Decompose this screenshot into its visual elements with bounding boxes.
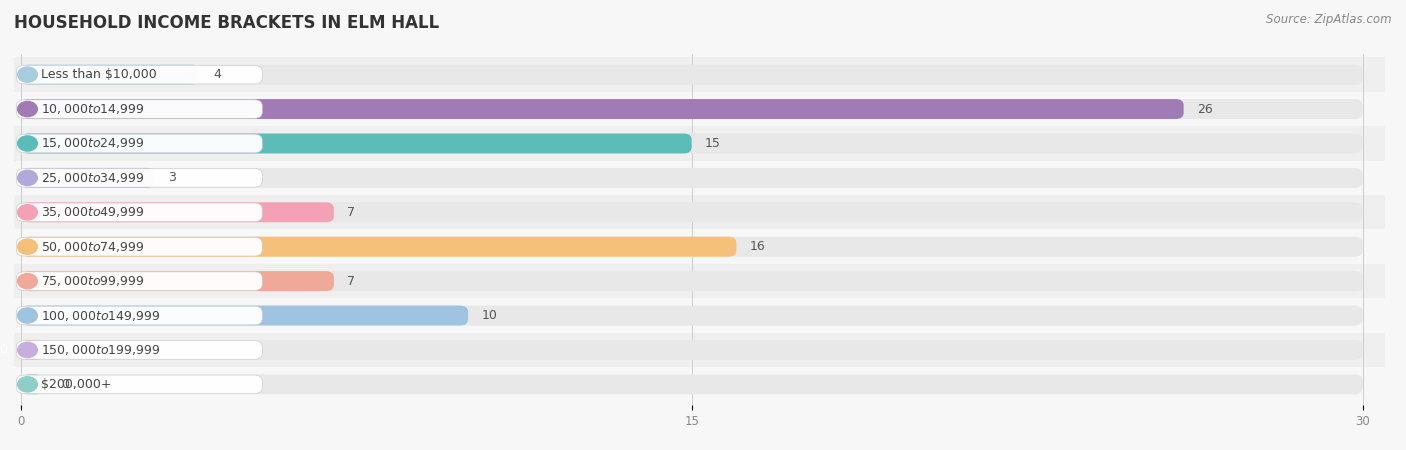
Bar xyxy=(14,126,1385,161)
FancyBboxPatch shape xyxy=(21,271,1362,291)
Bar xyxy=(14,161,1385,195)
FancyBboxPatch shape xyxy=(17,238,263,256)
Bar xyxy=(14,367,1385,401)
Bar xyxy=(14,264,1385,298)
Circle shape xyxy=(18,170,38,185)
Circle shape xyxy=(18,205,38,220)
Circle shape xyxy=(18,101,38,117)
Circle shape xyxy=(18,308,38,323)
FancyBboxPatch shape xyxy=(21,134,1362,153)
Bar xyxy=(14,333,1385,367)
FancyBboxPatch shape xyxy=(21,237,1362,256)
FancyBboxPatch shape xyxy=(21,134,692,153)
Text: 10: 10 xyxy=(481,309,498,322)
Text: 0: 0 xyxy=(60,378,69,391)
Text: $75,000 to $99,999: $75,000 to $99,999 xyxy=(41,274,145,288)
FancyBboxPatch shape xyxy=(21,65,1362,85)
FancyBboxPatch shape xyxy=(21,374,1362,394)
FancyBboxPatch shape xyxy=(21,168,1362,188)
FancyBboxPatch shape xyxy=(17,169,263,187)
Bar xyxy=(14,58,1385,92)
FancyBboxPatch shape xyxy=(21,340,44,360)
FancyBboxPatch shape xyxy=(17,65,263,84)
Text: $200,000+: $200,000+ xyxy=(41,378,111,391)
FancyBboxPatch shape xyxy=(17,306,263,325)
Circle shape xyxy=(18,67,38,82)
Circle shape xyxy=(18,136,38,151)
Circle shape xyxy=(18,274,38,289)
Text: 0: 0 xyxy=(0,343,7,356)
FancyBboxPatch shape xyxy=(21,168,155,188)
Text: $25,000 to $34,999: $25,000 to $34,999 xyxy=(41,171,145,185)
Text: 26: 26 xyxy=(1197,103,1213,116)
Text: 4: 4 xyxy=(214,68,221,81)
FancyBboxPatch shape xyxy=(17,341,263,359)
Text: 7: 7 xyxy=(347,274,356,288)
FancyBboxPatch shape xyxy=(21,202,333,222)
Bar xyxy=(14,195,1385,230)
Text: $150,000 to $199,999: $150,000 to $199,999 xyxy=(41,343,160,357)
Text: HOUSEHOLD INCOME BRACKETS IN ELM HALL: HOUSEHOLD INCOME BRACKETS IN ELM HALL xyxy=(14,14,439,32)
FancyBboxPatch shape xyxy=(17,375,263,394)
FancyBboxPatch shape xyxy=(21,374,44,394)
Text: 7: 7 xyxy=(347,206,356,219)
Text: 3: 3 xyxy=(169,171,176,184)
FancyBboxPatch shape xyxy=(21,99,1184,119)
Text: $35,000 to $49,999: $35,000 to $49,999 xyxy=(41,205,145,219)
Text: 16: 16 xyxy=(749,240,765,253)
Bar xyxy=(14,92,1385,126)
FancyBboxPatch shape xyxy=(21,306,1362,325)
FancyBboxPatch shape xyxy=(21,99,1362,119)
Circle shape xyxy=(18,342,38,358)
Bar xyxy=(14,298,1385,333)
Text: $100,000 to $149,999: $100,000 to $149,999 xyxy=(41,309,160,323)
Text: $15,000 to $24,999: $15,000 to $24,999 xyxy=(41,136,145,150)
FancyBboxPatch shape xyxy=(21,65,200,85)
FancyBboxPatch shape xyxy=(17,134,263,153)
FancyBboxPatch shape xyxy=(21,271,333,291)
Circle shape xyxy=(18,377,38,392)
FancyBboxPatch shape xyxy=(17,272,263,290)
FancyBboxPatch shape xyxy=(21,237,737,256)
Text: Source: ZipAtlas.com: Source: ZipAtlas.com xyxy=(1267,14,1392,27)
Text: $10,000 to $14,999: $10,000 to $14,999 xyxy=(41,102,145,116)
FancyBboxPatch shape xyxy=(21,306,468,325)
Text: Less than $10,000: Less than $10,000 xyxy=(41,68,156,81)
FancyBboxPatch shape xyxy=(17,203,263,221)
FancyBboxPatch shape xyxy=(21,202,1362,222)
FancyBboxPatch shape xyxy=(17,100,263,118)
FancyBboxPatch shape xyxy=(21,340,1362,360)
Text: 15: 15 xyxy=(704,137,721,150)
Bar xyxy=(14,230,1385,264)
Text: $50,000 to $74,999: $50,000 to $74,999 xyxy=(41,240,145,254)
Circle shape xyxy=(18,239,38,254)
